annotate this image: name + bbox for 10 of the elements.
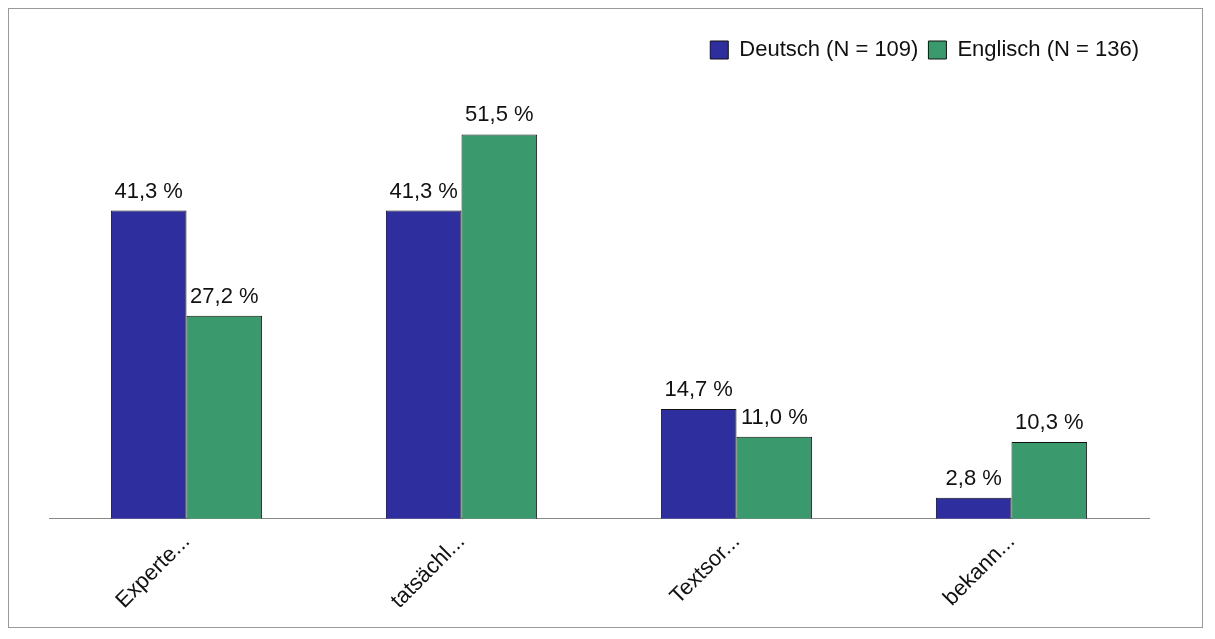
data-label: 51,5 % [465, 101, 534, 127]
data-label: 11,0 % [740, 403, 808, 429]
data-label: 41,3 % [114, 177, 183, 203]
data-label: 41,3 % [389, 177, 458, 203]
legend-label: Deutsch (N = 109) [739, 36, 919, 62]
data-label: 27,2 % [190, 282, 259, 308]
legend-label: Englisch (N = 136) [957, 36, 1140, 62]
data-label: 14,7 % [664, 376, 733, 402]
data-label: 2,8 % [945, 464, 1002, 490]
data-label: 10,3 % [1015, 408, 1084, 434]
